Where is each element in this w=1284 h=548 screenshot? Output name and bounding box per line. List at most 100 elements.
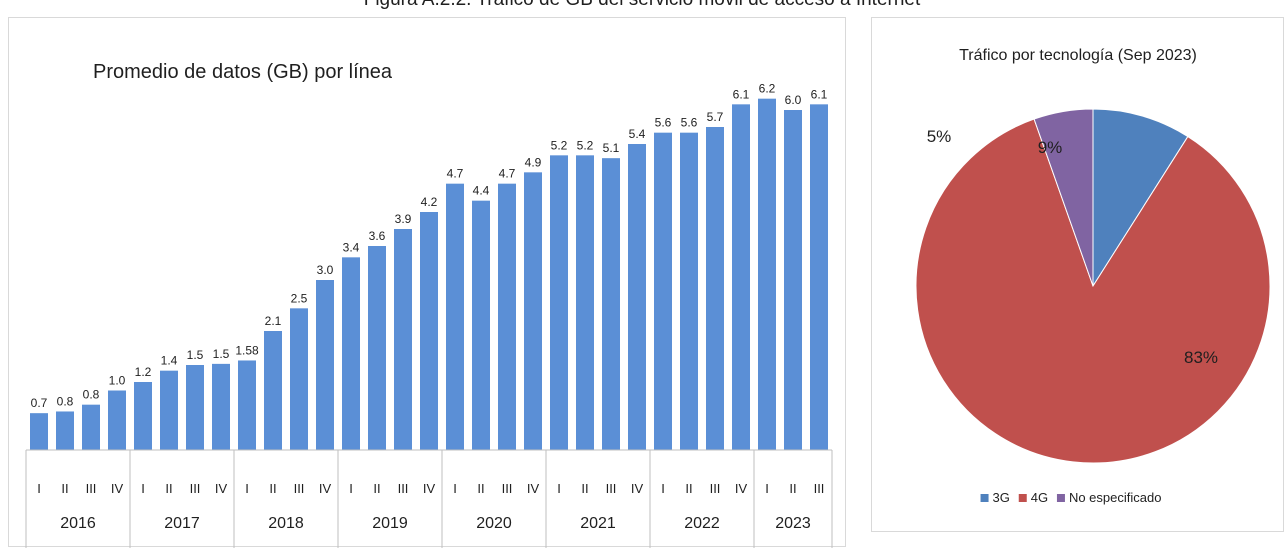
bar-data-label: 5.1 — [603, 141, 620, 155]
bar-chart-title: Promedio de datos (GB) por línea — [93, 61, 393, 83]
quarter-tick-label: II — [165, 481, 172, 496]
pie-slice — [1033, 108, 1094, 287]
quarter-tick-label: II — [477, 481, 484, 496]
bar — [680, 132, 698, 450]
bar — [810, 104, 828, 450]
bar — [56, 411, 74, 450]
pie-chart-title: Tráfico por tecnología (Sep 2023) — [959, 47, 1197, 64]
quarter-tick-label: IV — [631, 481, 644, 496]
quarter-tick-label: IV — [319, 481, 332, 496]
bar-data-label: 4.7 — [447, 167, 464, 181]
bar — [628, 144, 646, 450]
bar — [30, 413, 48, 450]
bar-data-label: 1.4 — [161, 354, 178, 368]
bar-data-label: 4.7 — [499, 167, 516, 181]
bar-data-label: 4.2 — [421, 195, 438, 209]
bar-chart: Promedio de datos (GB) por línea 0.7 0.8 0… — [25, 61, 833, 548]
quarter-tick-label: III — [398, 481, 409, 496]
bar-data-label: 3.4 — [343, 240, 360, 254]
quarter-tick-label: IV — [423, 481, 436, 496]
bar — [472, 200, 490, 450]
legend-swatch — [1056, 494, 1065, 502]
bar — [368, 246, 386, 450]
year-label: 2020 — [476, 515, 512, 532]
quarter-tick-label: III — [606, 481, 617, 496]
bar-data-label: 0.8 — [57, 394, 74, 408]
legend-entry: No especificado — [1069, 490, 1162, 505]
bar — [82, 404, 100, 450]
bar-data-label: 6.2 — [759, 82, 776, 96]
bar — [576, 155, 594, 451]
bar — [420, 212, 438, 450]
quarter-tick-label: II — [685, 481, 692, 496]
year-label: 2016 — [60, 515, 96, 532]
bar-data-label: 6.1 — [811, 87, 828, 101]
quarter-tick-label: II — [269, 481, 276, 496]
bar — [264, 331, 282, 450]
bar-data-label: 6.1 — [733, 87, 750, 101]
bar — [732, 104, 750, 450]
quarter-tick-label: IV — [735, 481, 748, 496]
legend-entry: 4G — [1031, 490, 1048, 505]
bar — [550, 155, 568, 451]
quarter-tick-label: I — [141, 481, 145, 496]
bar-data-label: 1.58 — [235, 343, 259, 357]
bar-chart-panel: Promedio de datos (GB) por línea 0.7 0.8 0… — [8, 17, 846, 548]
quarter-tick-label: I — [557, 481, 561, 496]
bar-data-label: 6.0 — [785, 93, 802, 107]
bar — [524, 172, 542, 451]
bar — [316, 280, 334, 450]
quarter-tick-label: II — [61, 481, 68, 496]
bar — [186, 365, 204, 450]
bar-data-label: 5.2 — [551, 138, 568, 152]
bar-data-label: 5.2 — [577, 138, 594, 152]
quarter-tick-label: III — [502, 481, 513, 496]
pie-chart: Tráfico por tecnología (Sep 2023) 9% 83% 5… — [915, 47, 1271, 505]
quarter-tick-label: II — [789, 481, 796, 496]
bar — [498, 183, 516, 450]
bar-data-label: 3.9 — [395, 212, 412, 226]
quarter-tick-label: III — [190, 481, 201, 496]
year-label: 2019 — [372, 515, 408, 532]
slices-group — [915, 108, 1271, 464]
bar — [212, 363, 230, 450]
pie-slice — [915, 118, 1271, 464]
quarter-tick-label: I — [453, 481, 457, 496]
bar — [446, 183, 464, 450]
quarter-tick-label: III — [710, 481, 721, 496]
bar — [160, 370, 178, 450]
bar-data-label: 4.4 — [473, 184, 490, 198]
bar-data-label: 3.6 — [369, 229, 386, 243]
legend-swatch — [980, 494, 989, 502]
year-label: 2021 — [580, 515, 616, 532]
bar — [602, 158, 620, 450]
bar — [654, 132, 672, 450]
bar-data-label: 0.8 — [83, 388, 100, 402]
quarter-tick-label: II — [373, 481, 380, 496]
bar — [784, 110, 802, 450]
bar-data-label: 2.5 — [291, 291, 308, 305]
bar-data-label: 1.5 — [213, 347, 230, 361]
quarter-tick-label: IV — [527, 481, 540, 496]
pie-chart-panel: Tráfico por tecnología (Sep 2023) 9% 83% 5… — [871, 17, 1284, 532]
year-label: 2023 — [775, 515, 811, 532]
slice-label: 83% — [1184, 348, 1218, 367]
bar-data-label: 1.2 — [135, 365, 152, 379]
bar-data-label: 2.1 — [265, 314, 282, 328]
bar-data-label: 4.9 — [525, 155, 542, 169]
slice-labels-group: 9% 83% 5% — [927, 127, 1218, 367]
quarter-tick-label: II — [581, 481, 588, 496]
quarter-tick-label: I — [349, 481, 353, 496]
quarter-tick-label: III — [814, 481, 825, 496]
bar-data-label: 5.6 — [681, 116, 698, 130]
quarter-tick-label: III — [86, 481, 97, 496]
bar-data-label: 5.6 — [655, 116, 672, 130]
bar — [342, 257, 360, 450]
bar — [108, 390, 126, 450]
slice-label: 9% — [1038, 138, 1063, 157]
bar — [238, 360, 256, 450]
quarter-tick-label: I — [661, 481, 665, 496]
bars-group — [30, 98, 828, 451]
quarter-tick-label: IV — [111, 481, 124, 496]
bar-data-label: 0.7 — [31, 396, 48, 410]
